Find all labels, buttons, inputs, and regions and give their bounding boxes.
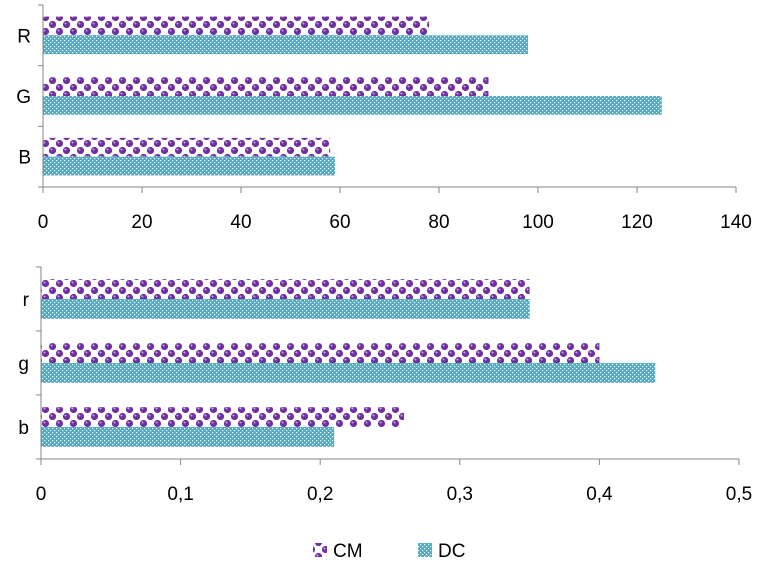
bar-cm-r — [41, 279, 530, 299]
chart-panel-2: r g b 0 0,1 0,2 0,3 0,4 0,5 — [18, 266, 752, 505]
category-label-R: R — [17, 26, 31, 47]
bar-cm-G — [43, 77, 489, 96]
category-label-r: r — [23, 290, 30, 311]
x-tick-label: 80 — [428, 212, 449, 233]
legend-swatch-dc — [418, 543, 432, 557]
category-label-B: B — [18, 148, 31, 169]
x-tick-label: 120 — [621, 212, 653, 233]
bar-dc-g — [41, 363, 656, 383]
bar-dc-b — [41, 427, 335, 447]
bar-cm-R — [43, 16, 430, 36]
bar-dc-r — [41, 299, 530, 319]
bar-dc-R — [43, 35, 529, 55]
x-tick-label: 0 — [38, 212, 49, 233]
category-label-b: b — [18, 418, 29, 439]
x-tick-label: 20 — [131, 212, 152, 233]
x-tick-label: 100 — [522, 212, 554, 233]
legend-swatch-cm — [313, 543, 327, 557]
bar-dc-B — [43, 156, 336, 176]
chart-panel-1: R G B 0 20 40 60 80 100 120 140 — [16, 4, 752, 233]
legend-label-dc: DC — [438, 541, 465, 562]
x-tick-label: 0,4 — [586, 484, 613, 505]
x-tick-label: 0,3 — [447, 484, 473, 505]
x-tick-label: 140 — [720, 212, 752, 233]
bar-cm-b — [41, 407, 404, 427]
x-tick-label: 0,1 — [167, 484, 193, 505]
legend-label-cm: CM — [333, 541, 363, 562]
x-tick-label: 0 — [36, 484, 47, 505]
x-tick-label: 0,5 — [726, 484, 752, 505]
bar-dc-G — [43, 96, 662, 115]
plots-group: R G B 0 20 40 60 80 100 120 140 r g b 0 0,1 0,2 0,3 0,4 0,5 — [16, 4, 752, 505]
legend: CM DC — [313, 541, 465, 562]
category-label-G: G — [16, 87, 31, 108]
x-tick-label: 0,2 — [307, 484, 333, 505]
bar-cm-B — [43, 137, 331, 157]
x-tick-label: 60 — [329, 212, 350, 233]
category-label-g: g — [18, 354, 29, 375]
bar-cm-g — [41, 343, 600, 363]
x-tick-label: 40 — [230, 212, 251, 233]
